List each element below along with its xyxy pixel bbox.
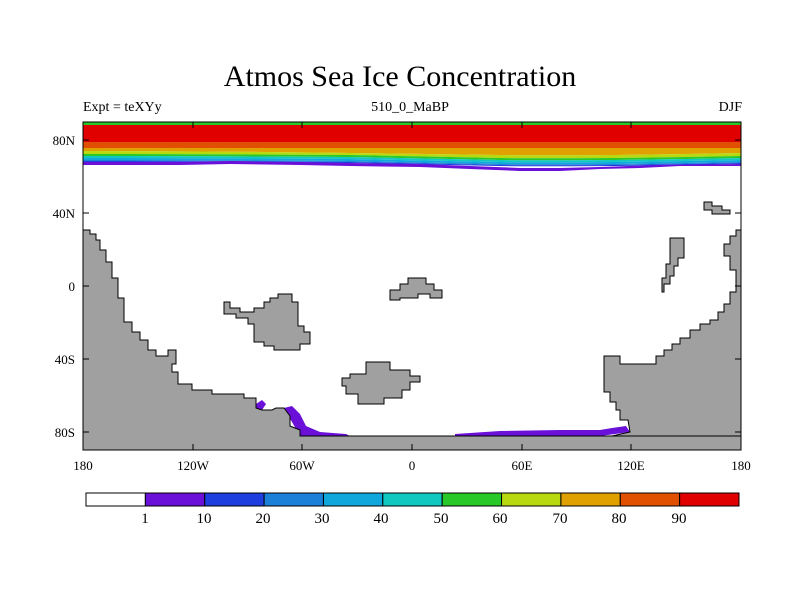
x-tick-label: 180 (73, 458, 93, 473)
colorbar-label: 90 (672, 511, 687, 527)
land-island-northeast (703, 201, 731, 215)
y-tick-label: 40S (55, 352, 75, 367)
season-label: DJF (718, 100, 742, 115)
colorbar-label: 70 (553, 511, 568, 527)
colorbar-label: 40 (374, 511, 389, 527)
land-west (83, 229, 741, 450)
colorbar-swatch (204, 492, 265, 507)
colorbar-labels: 1 10 20 30 40 50 60 70 80 90 (141, 511, 686, 527)
period-label: 510_0_MaBP (371, 100, 449, 115)
y-tick-label: 40N (53, 206, 76, 221)
x-tick-label: 0 (409, 458, 416, 473)
colorbar-label: 30 (315, 511, 330, 527)
x-tick-label: 180 (731, 458, 751, 473)
x-tick-label: 60E (512, 458, 533, 473)
arctic-sea-ice (83, 122, 741, 171)
land-east (603, 229, 741, 437)
land-island-central-left (223, 293, 311, 351)
colorbar-swatch (441, 492, 503, 507)
x-tick-label: 120E (617, 458, 645, 473)
colorbar-label: 50 (434, 511, 449, 527)
land-island-central (341, 361, 421, 405)
colorbar-swatch (322, 492, 384, 507)
experiment-label: Expt = teXYy (83, 100, 162, 115)
colorbar-swatch (501, 492, 562, 507)
land-masses (83, 201, 741, 450)
land-island-east (661, 237, 685, 293)
antarctic-sea-ice (256, 400, 630, 436)
colorbar-swatch (560, 492, 621, 507)
colorbar-label: 80 (612, 511, 627, 527)
map-plot-area (83, 122, 741, 450)
x-tick-label: 120W (177, 458, 210, 473)
y-axis: 80N 40N 0 40S 80S (53, 133, 76, 440)
colorbar-swatch (263, 492, 324, 507)
map-title: Atmos Sea Ice Concentration (223, 60, 577, 93)
colorbar-swatch (619, 492, 681, 507)
axis-ticks (82, 122, 742, 450)
colorbar-label: 60 (493, 511, 508, 527)
colorbar-swatch (679, 492, 740, 507)
y-tick-label: 0 (69, 279, 76, 294)
y-tick-label: 80N (53, 133, 76, 148)
colorbar-label: 1 (141, 511, 149, 527)
colorbar (85, 492, 740, 507)
colorbar-swatch (85, 492, 146, 507)
colorbar-swatch (382, 492, 443, 507)
y-tick-label: 80S (55, 425, 75, 440)
colorbar-swatch (144, 492, 206, 507)
colorbar-label: 10 (197, 511, 212, 527)
land-island-equator (389, 277, 443, 301)
x-tick-label: 60W (289, 458, 315, 473)
colorbar-label: 20 (256, 511, 271, 527)
x-axis: 180 120W 60W 0 60E 120E 180 (73, 458, 751, 473)
